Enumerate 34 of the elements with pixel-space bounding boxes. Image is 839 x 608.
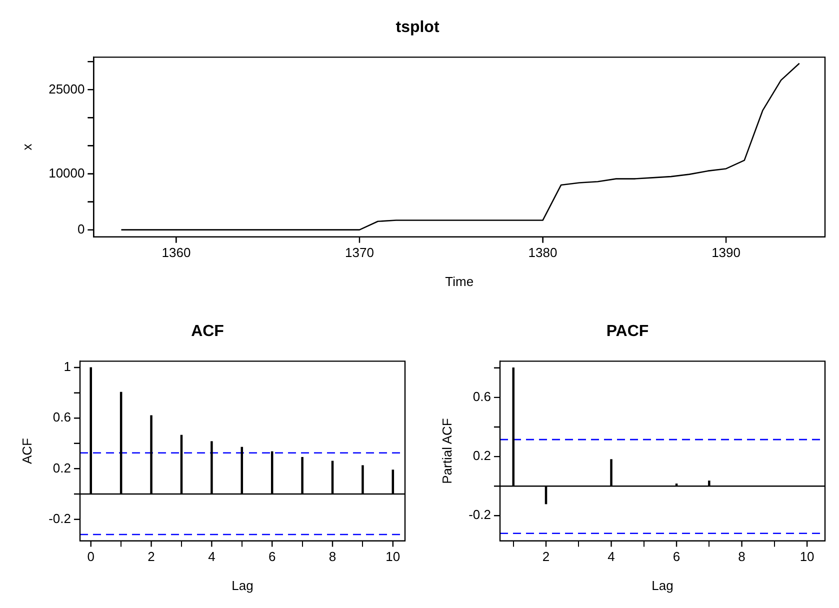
x-axis-title: Lag: [232, 578, 254, 593]
y-tick-label: 25000: [48, 81, 85, 96]
y-axis-title: Partial ACF: [439, 418, 454, 484]
x-tick-label: 1370: [345, 245, 374, 260]
y-tick-label: 0.6: [472, 388, 491, 404]
x-tick-label: 1360: [162, 245, 191, 260]
y-tick-label: 0.2: [52, 460, 71, 476]
x-tick-label: 1380: [528, 245, 558, 260]
chart-title: PACF: [606, 323, 649, 340]
y-tick-label: -0.2: [468, 507, 491, 522]
chart-title: ACF: [191, 323, 224, 340]
x-tick-label: 10: [800, 549, 814, 564]
x-axis-title: Time: [445, 274, 474, 289]
chart-title: tsplot: [396, 19, 440, 36]
y-axis-title: ACF: [19, 438, 34, 464]
x-tick-label: 2: [148, 549, 155, 564]
x-tick-label: 10: [386, 549, 400, 564]
y-tick-label: 0: [78, 221, 85, 236]
y-tick-label: 0.2: [472, 448, 491, 464]
x-tick-label: 8: [328, 549, 336, 564]
x-tick-label: 6: [672, 549, 680, 564]
y-tick-label: 1: [64, 359, 71, 374]
y-tick-label: -0.2: [48, 510, 71, 526]
x-tick-label: 6: [268, 549, 276, 564]
x-tick-label: 1390: [712, 245, 740, 260]
y-axis-title: x: [19, 143, 34, 150]
x-tick-label: 0: [87, 549, 94, 564]
x-tick-label: 4: [208, 549, 216, 564]
y-tick-label: 0.6: [52, 410, 71, 425]
x-axis-title: Lag: [652, 578, 674, 593]
x-tick-label: 8: [738, 549, 746, 564]
x-tick-label: 2: [542, 549, 550, 564]
y-tick-label: 10000: [48, 165, 85, 180]
x-tick-label: 4: [608, 549, 615, 564]
